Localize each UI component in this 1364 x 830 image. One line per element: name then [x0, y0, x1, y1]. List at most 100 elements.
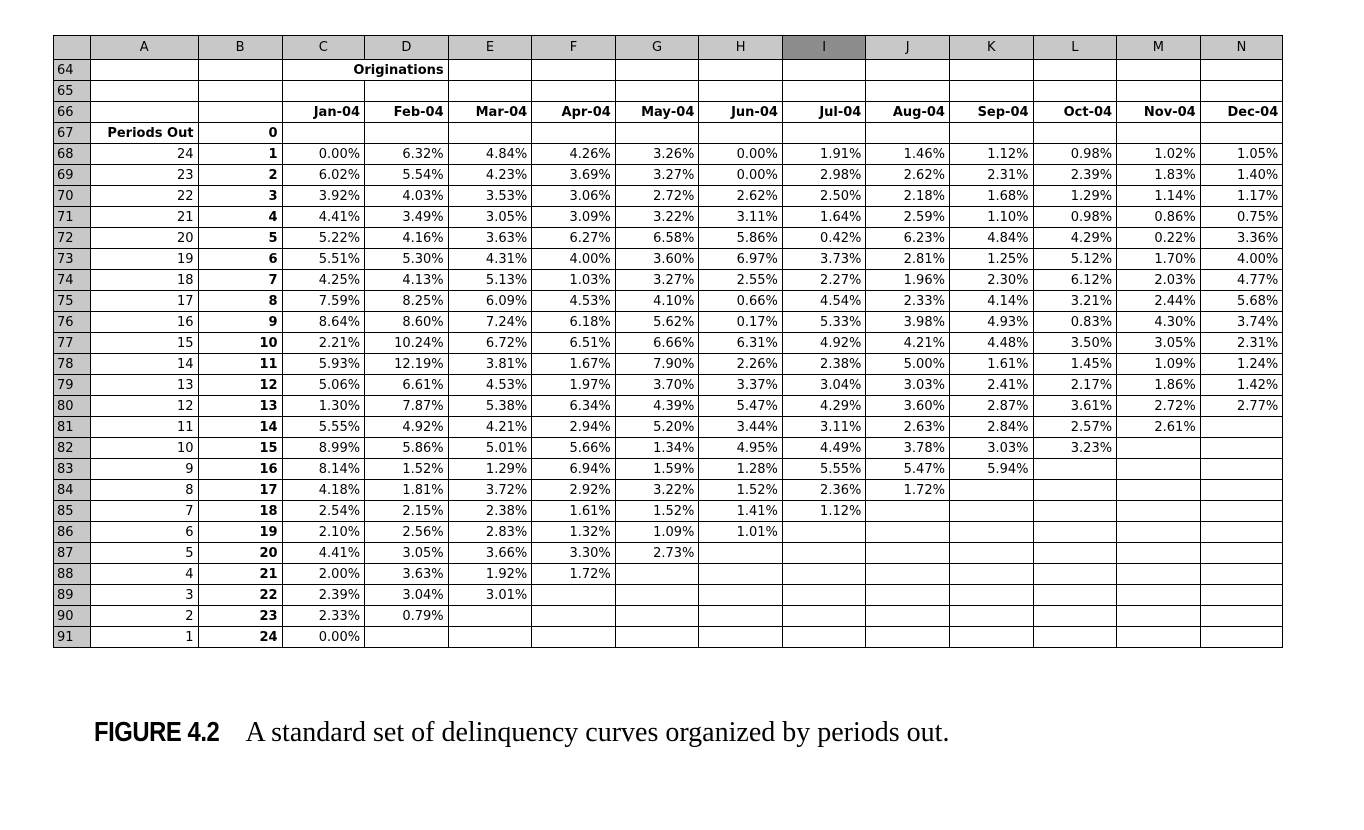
periods-remaining-cell[interactable]: 10 — [89, 437, 199, 459]
period-number-cell[interactable]: 15 — [197, 437, 283, 459]
period-number-cell[interactable]: 13 — [197, 395, 283, 417]
delinquency-rate-cell[interactable]: 6.58% — [614, 227, 700, 249]
delinquency-rate-cell[interactable]: 2.98% — [781, 164, 867, 186]
delinquency-rate-cell[interactable] — [614, 584, 700, 606]
delinquency-rate-cell[interactable]: 6.18% — [531, 311, 616, 333]
column-header-b[interactable]: B — [197, 35, 283, 60]
periods-remaining-cell[interactable]: 13 — [89, 374, 199, 396]
delinquency-rate-cell[interactable] — [781, 542, 867, 564]
delinquency-rate-cell[interactable]: 7.87% — [364, 395, 449, 417]
delinquency-rate-cell[interactable] — [698, 584, 783, 606]
delinquency-rate-cell[interactable]: 3.27% — [614, 269, 700, 291]
delinquency-rate-cell[interactable]: 2.81% — [865, 248, 950, 270]
delinquency-rate-cell[interactable] — [865, 542, 950, 564]
delinquency-rate-cell[interactable]: 3.53% — [447, 185, 533, 207]
delinquency-rate-cell[interactable] — [1032, 563, 1118, 585]
delinquency-rate-cell[interactable]: 7.24% — [447, 311, 533, 333]
delinquency-rate-cell[interactable]: 1.02% — [1116, 143, 1201, 165]
delinquency-rate-cell[interactable]: 6.32% — [364, 143, 449, 165]
delinquency-rate-cell[interactable]: 1.29% — [1032, 185, 1118, 207]
delinquency-rate-cell[interactable]: 7.90% — [614, 353, 700, 375]
delinquency-rate-cell[interactable]: 2.92% — [531, 479, 616, 501]
cell[interactable] — [614, 80, 700, 102]
row-header[interactable]: 64 — [53, 59, 91, 81]
periods-remaining-cell[interactable]: 3 — [89, 584, 199, 606]
delinquency-rate-cell[interactable] — [531, 584, 616, 606]
periods-remaining-cell[interactable]: 20 — [89, 227, 199, 249]
delinquency-rate-cell[interactable]: 2.62% — [698, 185, 783, 207]
delinquency-rate-cell[interactable]: 5.94% — [948, 458, 1034, 480]
periods-remaining-cell[interactable]: 5 — [89, 542, 199, 564]
delinquency-rate-cell[interactable]: 2.33% — [865, 290, 950, 312]
delinquency-rate-cell[interactable]: 4.84% — [447, 143, 533, 165]
month-header-cell[interactable]: Aug-04 — [865, 101, 950, 123]
delinquency-rate-cell[interactable] — [865, 626, 950, 648]
row-header[interactable]: 76 — [53, 311, 91, 333]
period-number-cell[interactable]: 24 — [197, 626, 283, 648]
cell[interactable] — [1032, 122, 1118, 144]
delinquency-rate-cell[interactable]: 5.13% — [447, 269, 533, 291]
delinquency-rate-cell[interactable] — [1199, 437, 1284, 459]
delinquency-rate-cell[interactable] — [948, 521, 1034, 543]
delinquency-rate-cell[interactable]: 1.83% — [1116, 164, 1201, 186]
delinquency-rate-cell[interactable]: 1.25% — [948, 248, 1034, 270]
delinquency-rate-cell[interactable]: 5.55% — [781, 458, 867, 480]
cell[interactable] — [197, 101, 283, 123]
delinquency-rate-cell[interactable]: 1.46% — [865, 143, 950, 165]
delinquency-rate-cell[interactable]: 2.57% — [1032, 416, 1118, 438]
delinquency-rate-cell[interactable] — [698, 605, 783, 627]
delinquency-rate-cell[interactable]: 2.36% — [781, 479, 867, 501]
delinquency-rate-cell[interactable] — [1032, 626, 1118, 648]
delinquency-rate-cell[interactable]: 0.98% — [1032, 143, 1118, 165]
delinquency-rate-cell[interactable]: 1.64% — [781, 206, 867, 228]
delinquency-rate-cell[interactable]: 5.86% — [364, 437, 449, 459]
delinquency-rate-cell[interactable]: 5.20% — [614, 416, 700, 438]
delinquency-rate-cell[interactable]: 5.22% — [281, 227, 366, 249]
column-header-a[interactable]: A — [89, 35, 199, 60]
delinquency-rate-cell[interactable]: 5.47% — [865, 458, 950, 480]
periods-remaining-cell[interactable]: 16 — [89, 311, 199, 333]
delinquency-rate-cell[interactable]: 1.17% — [1199, 185, 1284, 207]
delinquency-rate-cell[interactable] — [1116, 437, 1201, 459]
periods-remaining-cell[interactable]: 24 — [89, 143, 199, 165]
delinquency-rate-cell[interactable]: 0.42% — [781, 227, 867, 249]
delinquency-rate-cell[interactable] — [1199, 479, 1284, 501]
cell[interactable] — [948, 59, 1034, 81]
delinquency-rate-cell[interactable]: 2.18% — [865, 185, 950, 207]
period-number-cell[interactable]: 7 — [197, 269, 283, 291]
cell[interactable] — [281, 80, 366, 102]
delinquency-rate-cell[interactable]: 1.32% — [531, 521, 616, 543]
column-header-f[interactable]: F — [531, 35, 616, 60]
delinquency-rate-cell[interactable]: 3.01% — [447, 584, 533, 606]
delinquency-rate-cell[interactable]: 2.31% — [1199, 332, 1284, 354]
delinquency-rate-cell[interactable]: 1.05% — [1199, 143, 1284, 165]
column-header-k[interactable]: K — [948, 35, 1034, 60]
delinquency-rate-cell[interactable]: 6.94% — [531, 458, 616, 480]
delinquency-rate-cell[interactable]: 1.72% — [531, 563, 616, 585]
delinquency-rate-cell[interactable]: 3.81% — [447, 353, 533, 375]
delinquency-rate-cell[interactable]: 0.75% — [1199, 206, 1284, 228]
periods-remaining-cell[interactable]: 8 — [89, 479, 199, 501]
delinquency-rate-cell[interactable]: 0.22% — [1116, 227, 1201, 249]
delinquency-rate-cell[interactable]: 4.10% — [614, 290, 700, 312]
month-header-cell[interactable]: Jul-04 — [781, 101, 867, 123]
cell[interactable] — [89, 80, 199, 102]
delinquency-rate-cell[interactable]: 1.61% — [948, 353, 1034, 375]
delinquency-rate-cell[interactable]: 4.14% — [948, 290, 1034, 312]
period-number-cell[interactable]: 20 — [197, 542, 283, 564]
delinquency-rate-cell[interactable]: 1.81% — [364, 479, 449, 501]
period-number-cell[interactable]: 19 — [197, 521, 283, 543]
delinquency-rate-cell[interactable]: 1.12% — [948, 143, 1034, 165]
period-number-cell[interactable]: 2 — [197, 164, 283, 186]
delinquency-rate-cell[interactable]: 1.29% — [447, 458, 533, 480]
periods-remaining-cell[interactable]: 6 — [89, 521, 199, 543]
delinquency-rate-cell[interactable]: 6.02% — [281, 164, 366, 186]
delinquency-rate-cell[interactable]: 6.97% — [698, 248, 783, 270]
row-header[interactable]: 73 — [53, 248, 91, 270]
delinquency-rate-cell[interactable]: 4.03% — [364, 185, 449, 207]
delinquency-rate-cell[interactable]: 2.54% — [281, 500, 366, 522]
delinquency-rate-cell[interactable]: 2.30% — [948, 269, 1034, 291]
cell[interactable] — [698, 59, 783, 81]
delinquency-rate-cell[interactable]: 8.14% — [281, 458, 366, 480]
delinquency-rate-cell[interactable]: 1.03% — [531, 269, 616, 291]
